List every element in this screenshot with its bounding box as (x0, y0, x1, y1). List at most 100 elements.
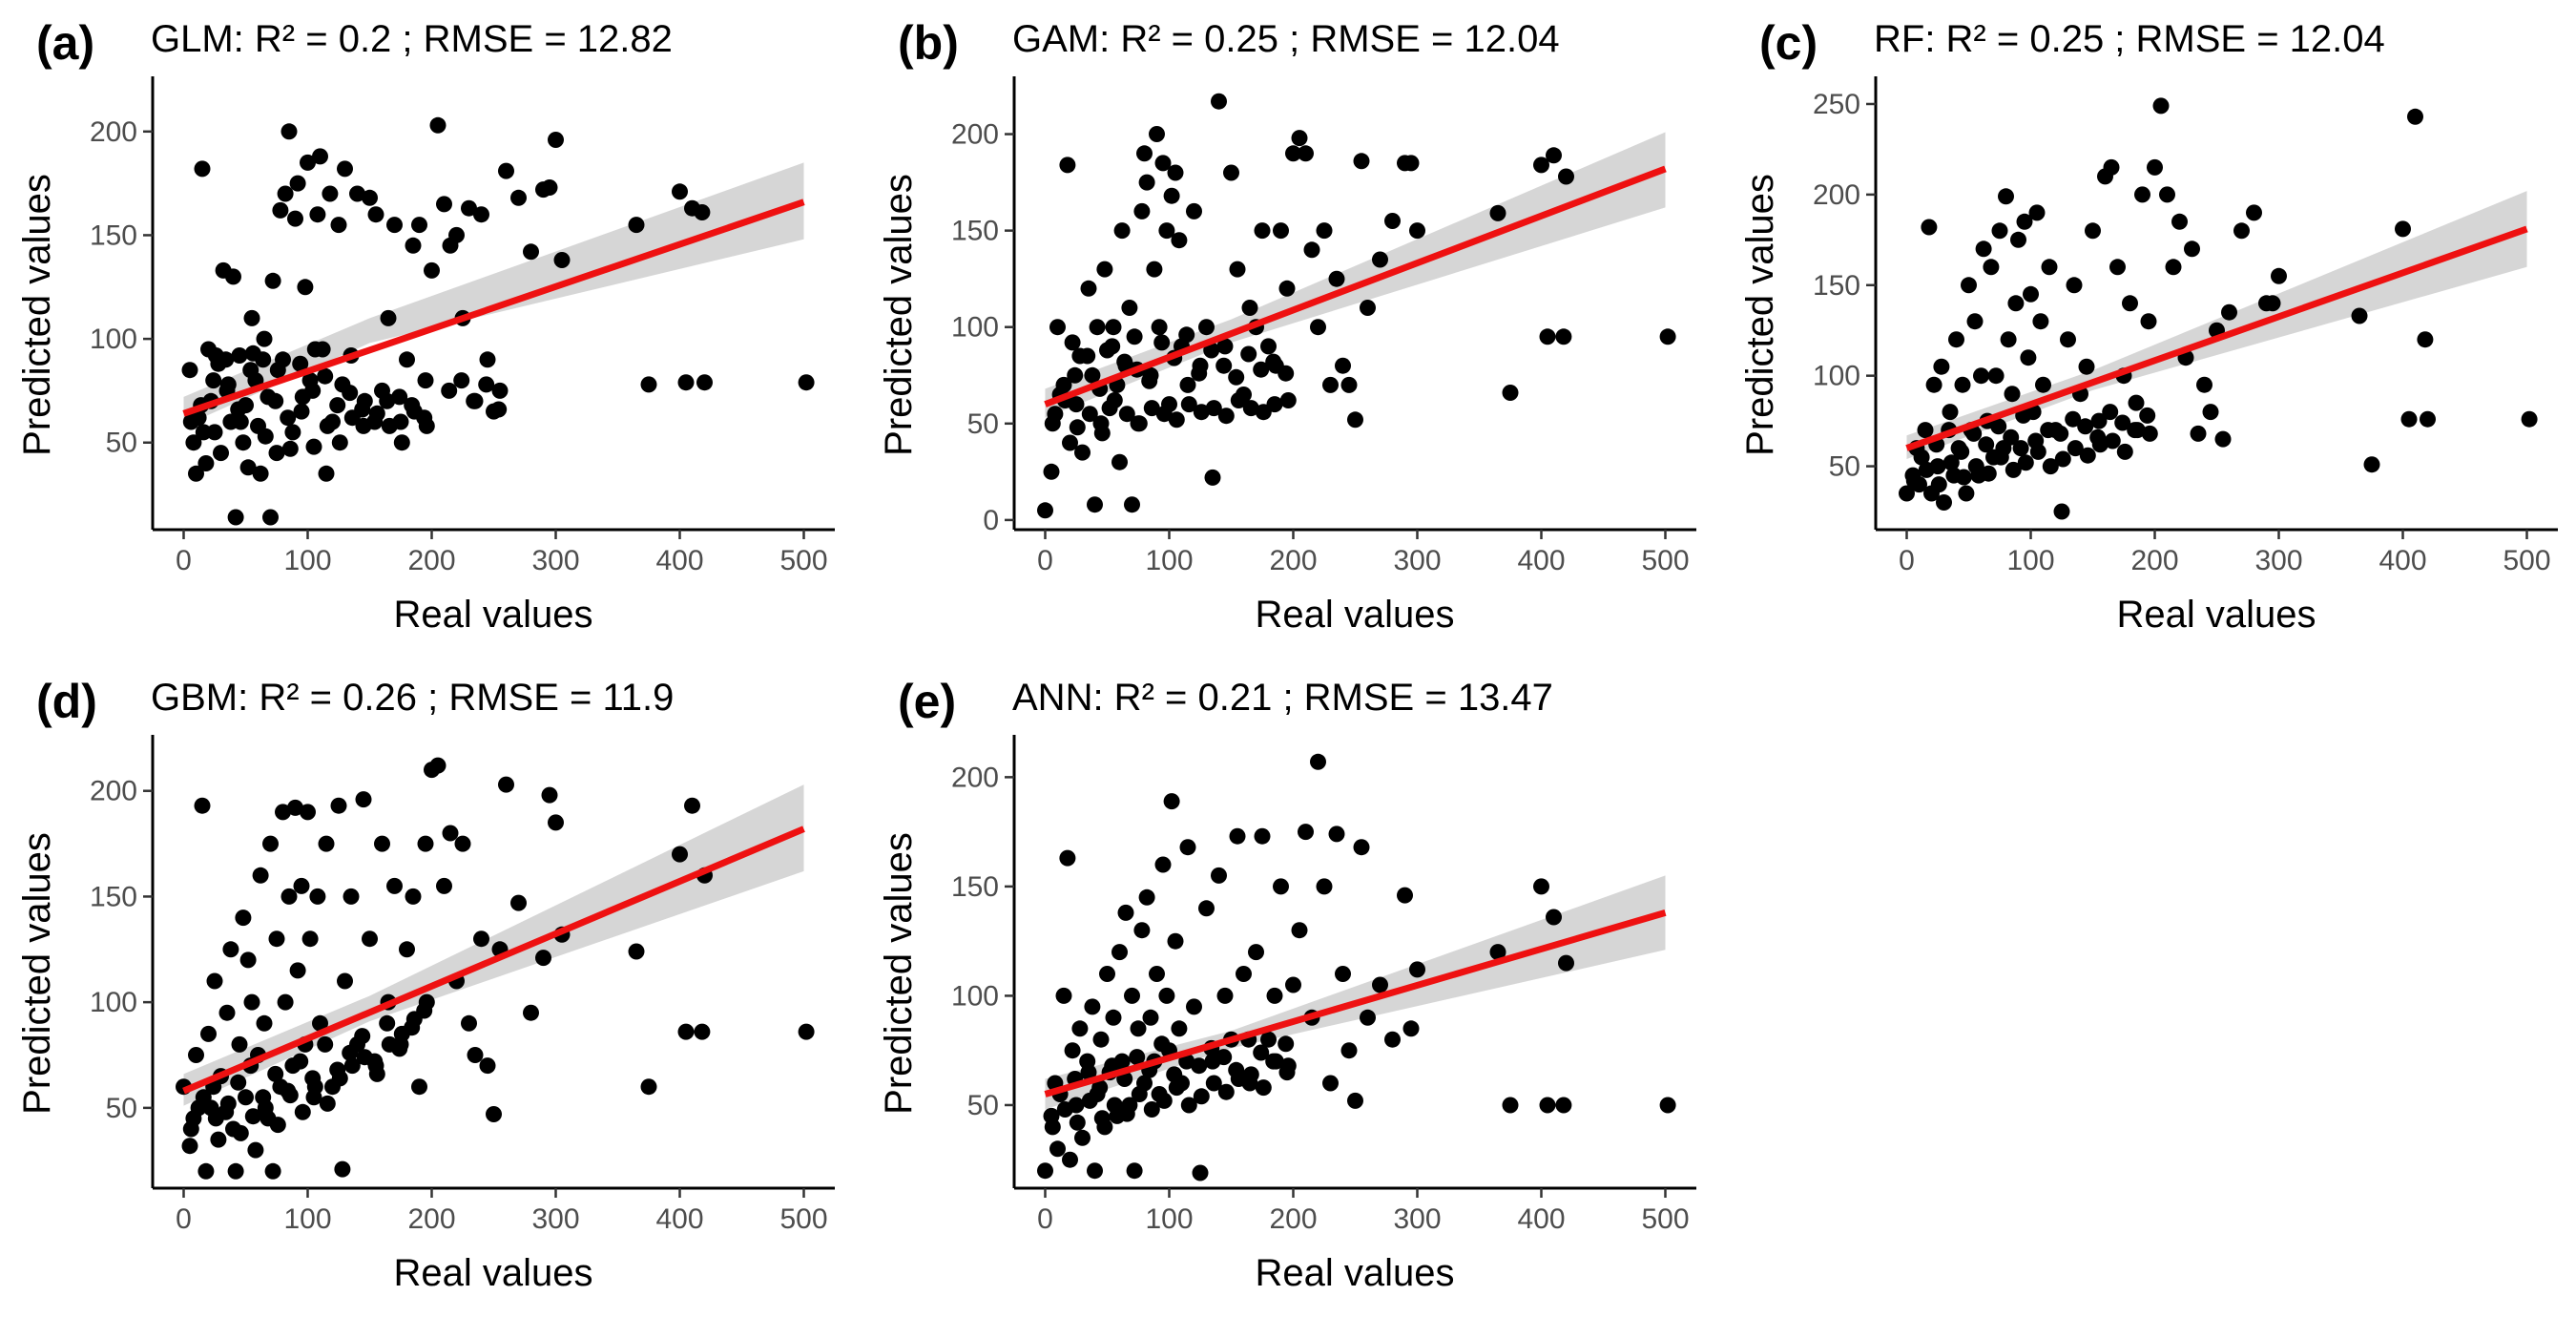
x-axis-title: Real values (1255, 594, 1454, 636)
data-point (628, 217, 645, 234)
data-point (1154, 856, 1172, 873)
data-point (292, 1053, 309, 1070)
data-point (1384, 213, 1401, 229)
data-point (284, 424, 301, 441)
data-point (1242, 400, 1259, 417)
data-point (1191, 365, 1208, 382)
data-point (1168, 1079, 1185, 1097)
data-point (461, 199, 477, 217)
data-point (1291, 130, 1308, 147)
y-tick-label: 200 (951, 762, 999, 793)
data-point (195, 1089, 212, 1106)
data-point (1146, 261, 1163, 278)
data-point (1954, 376, 1971, 393)
data-point (1129, 1049, 1146, 1066)
data-point (1279, 392, 1297, 408)
x-tick-label: 400 (1517, 545, 1565, 576)
data-point (181, 362, 198, 379)
data-point (182, 413, 199, 430)
data-point (1179, 839, 1196, 856)
data-point (280, 888, 298, 905)
data-point (1193, 404, 1210, 421)
data-point (1303, 241, 1320, 259)
data-point (207, 347, 224, 364)
data-point (252, 867, 269, 884)
data-point (1409, 961, 1425, 978)
data-point (1105, 1009, 1122, 1026)
data-point (1126, 328, 1143, 345)
data-point (1384, 1031, 1401, 1048)
data-point (1133, 922, 1151, 939)
data-point (195, 424, 212, 441)
data-point (1335, 966, 1351, 982)
data-point (640, 1078, 657, 1096)
data-point (677, 374, 695, 391)
data-point (1913, 449, 1930, 466)
data-point (2165, 259, 2182, 276)
data-point (1179, 376, 1196, 393)
panel-c: (c) RF: R² = 0.25 ; RMSE = 12.04 Predict… (1739, 16, 2558, 636)
panel-label: (d) (36, 675, 97, 728)
data-point (2005, 461, 2022, 478)
data-point (1180, 396, 1197, 413)
data-point (1254, 827, 1271, 845)
data-point (411, 1078, 427, 1096)
x-tick-label: 400 (655, 1203, 703, 1235)
data-point (1124, 496, 1140, 513)
data-point (1967, 458, 1984, 475)
data-point (498, 776, 514, 793)
y-tick-label: 100 (90, 324, 137, 355)
data-point (1955, 469, 1972, 486)
data-point (2122, 295, 2138, 312)
x-tick-label: 0 (176, 1203, 192, 1235)
data-point (473, 930, 489, 948)
x-tick-label: 100 (1145, 545, 1193, 576)
data-point (1192, 1164, 1209, 1181)
data-point (1037, 502, 1053, 519)
data-point (197, 455, 215, 471)
data-point (541, 179, 558, 196)
data-point (1205, 1075, 1222, 1092)
data-point (1360, 300, 1376, 316)
data-point (1093, 425, 1111, 442)
x-tick-label: 400 (1517, 1203, 1565, 1235)
data-point (2109, 259, 2126, 276)
data-point (429, 757, 447, 774)
data-point (194, 797, 211, 814)
data-point (1958, 485, 1975, 502)
data-point (281, 1087, 299, 1104)
regression-line (182, 826, 805, 1095)
data-point (213, 445, 229, 462)
data-point (381, 1035, 398, 1053)
data-point (1402, 155, 1420, 172)
data-point (1153, 334, 1171, 351)
data-point (461, 1014, 477, 1032)
y-tick-label: 150 (90, 881, 137, 912)
data-point (1171, 232, 1188, 249)
data-point (510, 894, 527, 911)
data-point (1973, 367, 1989, 385)
data-point (206, 424, 223, 441)
x-tick-label: 200 (407, 1203, 455, 1235)
data-point (405, 237, 422, 254)
data-point (1198, 900, 1215, 917)
data-point (1049, 1140, 1066, 1158)
data-point (798, 374, 815, 391)
data-point (467, 1047, 484, 1063)
data-point (2134, 186, 2150, 203)
data-point (306, 1078, 323, 1096)
y-axis-title: Predicted values (16, 174, 58, 456)
data-point (2053, 503, 2070, 520)
data-point (1062, 1151, 1078, 1168)
data-point (1191, 1057, 1208, 1075)
data-point (1936, 494, 1952, 511)
data-point (1230, 1071, 1247, 1087)
data-point (367, 206, 384, 223)
x-tick-label: 0 (1899, 545, 1915, 576)
data-point (256, 330, 273, 347)
panel-label: (a) (36, 16, 94, 70)
data-point (417, 835, 434, 852)
data-point (355, 791, 372, 808)
data-point (188, 465, 204, 482)
regression-line (1044, 165, 1667, 408)
